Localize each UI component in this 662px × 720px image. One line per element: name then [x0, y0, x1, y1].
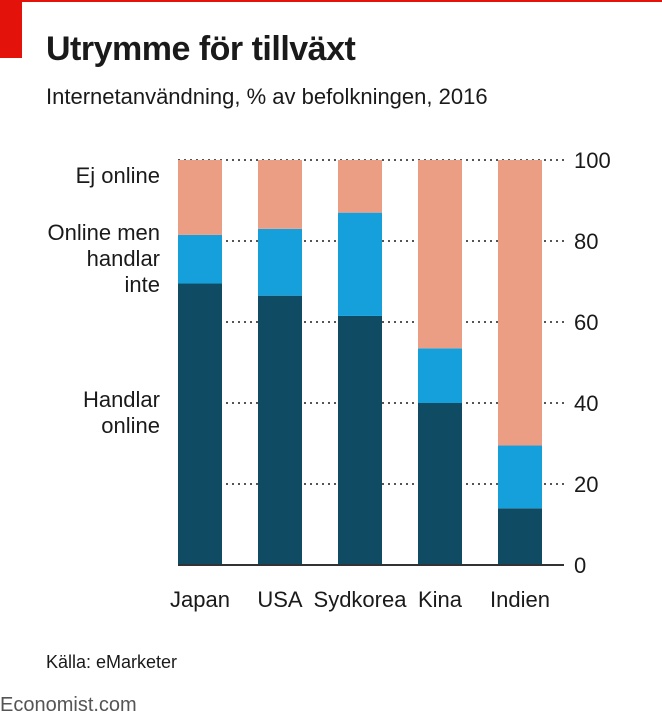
- x-tick-label: USA: [257, 587, 303, 612]
- stacked-bar-chart: Japan USA Sydkorea Kina Indien 0 20 40 60 80 100 Ha…: [47, 148, 611, 612]
- legend-label: Handlar: [83, 387, 160, 412]
- x-tick-label: Japan: [170, 587, 230, 612]
- bar-segment-usa-0: [258, 295, 302, 565]
- bar-segment-japan-0: [178, 283, 222, 565]
- x-tick-label: Sydkorea: [314, 587, 408, 612]
- bar-segment-japan-1: [178, 234, 222, 284]
- legend-label: Ej online: [76, 163, 160, 188]
- y-tick-label: 100: [574, 148, 611, 173]
- bar-segment-sydkorea-0: [338, 315, 382, 565]
- chart-title: Utrymme för tillväxt: [46, 30, 356, 68]
- bar-segment-usa-2: [258, 160, 302, 229]
- x-tick-label: Kina: [418, 587, 463, 612]
- legend-label: online: [101, 413, 160, 438]
- y-tick-label: 0: [574, 553, 586, 578]
- y-tick-label: 20: [574, 472, 598, 497]
- bar-segment-kina-1: [418, 348, 462, 403]
- brand-red-tag: [0, 0, 22, 58]
- brand-footer: Economist.com: [0, 694, 137, 716]
- top-rule: [0, 0, 662, 2]
- bar-segment-indien-1: [498, 445, 542, 509]
- legend-label: Online men: [47, 220, 160, 245]
- bar-segment-indien-2: [498, 160, 542, 446]
- bar-segment-usa-1: [258, 228, 302, 296]
- bar-segment-sydkorea-1: [338, 212, 382, 316]
- x-tick-label: Indien: [490, 587, 550, 612]
- y-tick-label: 60: [574, 310, 598, 335]
- y-tick-label: 80: [574, 229, 598, 254]
- chart-subtitle: Internetanvändning, % av befolkningen, 2…: [46, 84, 488, 109]
- bar-segment-kina-0: [418, 403, 462, 565]
- bar-segment-kina-2: [418, 160, 462, 349]
- bar-segment-sydkorea-2: [338, 160, 382, 213]
- source-note: Källa: eMarketer: [46, 652, 178, 672]
- legend-label: inte: [125, 272, 160, 297]
- y-tick-label: 40: [574, 391, 598, 416]
- bar-segment-japan-2: [178, 160, 222, 235]
- legend-label: handlar: [87, 246, 160, 271]
- bar-segment-indien-0: [498, 508, 542, 565]
